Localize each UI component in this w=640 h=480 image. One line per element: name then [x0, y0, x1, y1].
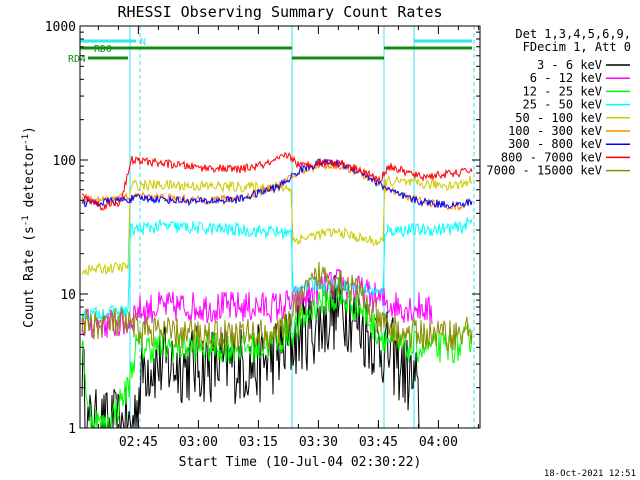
legend-label-5: 100 - 300 keV	[508, 124, 602, 138]
y-axis-label-e: )	[22, 126, 37, 134]
series-lines	[81, 152, 473, 430]
y-tick-label-1: 10	[60, 288, 76, 303]
flag-label-1: RD0	[94, 44, 112, 55]
legend-label-2: 12 - 25 keV	[523, 84, 602, 98]
legend-label-0: 3 - 6 keV	[537, 58, 602, 72]
x-tick-label-5: 04:00	[419, 435, 458, 450]
flag-label-2: RD4	[68, 54, 86, 65]
y-axis-label-c: detector	[22, 145, 37, 216]
y-axis-label-b: -1	[21, 215, 31, 226]
legend-label-6: 300 - 800 keV	[508, 137, 602, 151]
y-tick-label-0: 1	[68, 422, 76, 437]
plot-frame	[79, 25, 481, 429]
series-line-0	[81, 270, 420, 430]
x-axis-label: Start Time (10-Jul-04 02:30:22)	[179, 455, 422, 470]
legend-label-4: 50 - 100 keV	[515, 111, 602, 125]
legend-label-3: 25 - 50 keV	[523, 98, 602, 112]
y-axis-label-d: -1	[21, 134, 31, 145]
chart-title: RHESSI Observing Summary Count Rates	[117, 3, 442, 21]
y-tick-label-3: 1000	[45, 20, 76, 35]
x-tick-label-1: 03:00	[179, 435, 218, 450]
axes: 1 10 100 1000 02:45 03:00 03:15 03:30 03:45 04:00	[45, 20, 480, 450]
y-tick-label-2: 100	[53, 154, 76, 169]
x-tick-label-4: 03:45	[359, 435, 398, 450]
x-tick-label-2: 03:15	[239, 435, 278, 450]
y-axis-label-a: Count Rate (s	[22, 226, 37, 328]
status-flags: N RD0 RD4	[68, 37, 472, 65]
series-line-3	[81, 217, 473, 322]
series-line-2	[81, 284, 473, 429]
legend-label-7: 800 - 7000 keV	[501, 150, 602, 164]
series-line-7	[81, 152, 473, 212]
y-axis-label: Count Rate (s-1 detector-1)	[21, 126, 37, 328]
x-tick-label-0: 02:45	[119, 435, 158, 450]
series-line-6	[81, 158, 473, 209]
flag-label-0: N	[140, 37, 146, 48]
legend-header-line2: FDecim 1, Att 0	[523, 40, 631, 54]
legend-label-1: 6 - 12 keV	[530, 71, 602, 85]
legend-header-line1: Det 1,3,4,5,6,9,	[515, 27, 631, 41]
series-line-8	[81, 261, 473, 351]
legend-label-8: 7000 - 15000 keV	[486, 164, 602, 178]
x-tick-label-3: 03:30	[299, 435, 338, 450]
footer-date: 18-Oct-2021 12:51	[544, 469, 636, 479]
